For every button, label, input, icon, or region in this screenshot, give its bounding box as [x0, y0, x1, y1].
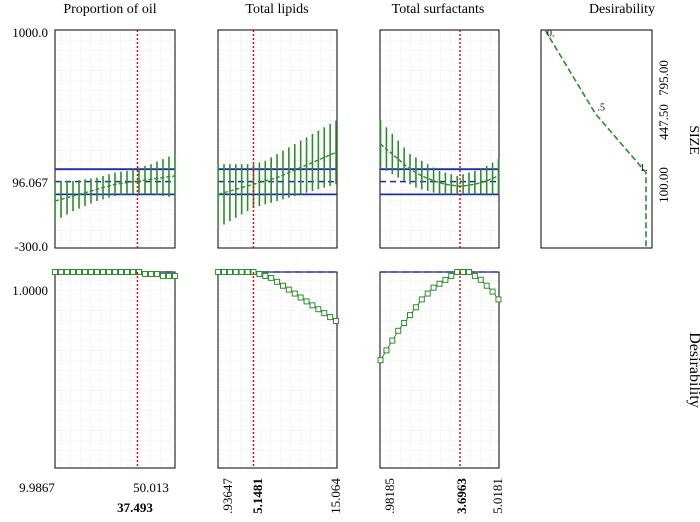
desirability-point-surf-2: [389, 337, 396, 344]
desirability-point-oil-0: [52, 269, 59, 275]
desirability-point-surf-11: [442, 276, 449, 283]
xtick-lipids-max: 15.064: [328, 478, 343, 514]
desirability-point-oil-18: [159, 272, 166, 279]
xtick-lipids-min: .93647: [220, 478, 235, 514]
xtick-oil-min: 9.9867: [19, 480, 55, 495]
desirability-point-lipids-20: [333, 318, 340, 324]
desirability-point-oil-11: [117, 269, 124, 275]
desirability-point-lipids-8: [262, 272, 269, 279]
desirability-point-surf-19: [489, 288, 496, 295]
desirability-point-surf-4: [401, 319, 408, 326]
desirability-point-surf-0: [377, 357, 384, 364]
desirability-point-lipids-18: [321, 310, 328, 317]
size-ytick-current: 96.067: [12, 175, 48, 190]
desirability-point-lipids-7: [256, 270, 263, 277]
desirability-point-surf-14: [460, 269, 467, 275]
desirability-panel-surf: [379, 271, 500, 469]
desirability-function-panel: [540, 29, 653, 249]
desirability-point-surf-3: [395, 327, 402, 334]
desirability-point-lipids-2: [226, 269, 233, 275]
desirability-point-oil-15: [141, 270, 148, 277]
desirability-point-lipids-10: [274, 278, 281, 285]
desirability-ytick-max: 1.0000: [12, 283, 48, 298]
size-ytick-min: -300.0: [14, 239, 48, 254]
desirability-point-surf-15: [465, 269, 472, 275]
column-title-lipids: Total lipids: [245, 2, 308, 17]
desirability-point-lipids-15: [303, 298, 310, 305]
desirability-point-lipids-11: [279, 282, 286, 289]
xtick-surf-min: .98185: [382, 478, 397, 514]
size-ytick-max: 1000.0: [12, 25, 48, 40]
desirability-point-oil-9: [106, 269, 113, 275]
desirability-point-surf-12: [448, 272, 455, 279]
xtick-oil-current: 37.493: [117, 500, 153, 515]
desirability-point-surf-17: [477, 276, 484, 283]
desirability-point-oil-3: [70, 269, 77, 275]
desirability-point-oil-6: [88, 269, 95, 275]
desirability-point-oil-17: [153, 270, 160, 277]
desirability-point-lipids-1: [221, 269, 228, 275]
xtick-surf-current: 3.6963: [454, 478, 469, 514]
desirability-curve-label-2: 1.: [640, 163, 648, 174]
desirability-point-oil-2: [64, 269, 71, 275]
desirability-point-surf-18: [483, 282, 490, 289]
desir-axis-tick-795: 795.00: [656, 60, 671, 96]
desirability-point-surf-8: [424, 290, 431, 297]
desirability-point-surf-6: [412, 304, 419, 311]
size-panel-lipids: [217, 29, 338, 249]
desirability-point-oil-20: [171, 272, 178, 279]
desirability-point-oil-8: [100, 269, 107, 275]
size-curve-surf: [380, 143, 499, 187]
desirability-point-surf-1: [383, 347, 390, 354]
desirability-point-lipids-17: [315, 306, 322, 313]
column-title-oil: Proportion of oil: [63, 2, 156, 17]
desirability-curve-label-0: 0.: [547, 29, 555, 40]
desirability-point-oil-7: [94, 269, 101, 275]
desirability-point-lipids-3: [232, 269, 239, 275]
desir-axis-tick-447: 447.50: [656, 104, 671, 140]
desirability-point-surf-5: [407, 312, 414, 319]
desirability-point-oil-4: [76, 269, 83, 275]
desirability-point-lipids-4: [238, 269, 245, 275]
row-label-size: SIZE: [686, 125, 700, 155]
desirability-point-oil-19: [165, 272, 172, 279]
desirability-point-surf-20: [495, 296, 502, 303]
xtick-surf-max: 5.0181: [490, 478, 505, 514]
column-title-desirability: Desirability: [589, 2, 655, 17]
size-curve-lipids: [217, 151, 337, 195]
desirability-point-surf-13: [454, 269, 461, 275]
desirability-point-oil-1: [58, 269, 65, 275]
desir-axis-tick-100: 100.00: [656, 167, 671, 203]
desirability-point-oil-13: [129, 269, 136, 275]
desirability-point-lipids-19: [327, 314, 334, 321]
desirability-point-lipids-9: [268, 274, 275, 281]
row-label-desirability: Desirability: [686, 332, 700, 408]
size-panel-oil: [54, 29, 176, 249]
xtick-oil-max: 50.013: [133, 480, 169, 495]
desirability-panel-lipids: [217, 271, 338, 469]
desirability-point-surf-9: [430, 284, 437, 291]
xtick-lipids-current: 5.1481: [250, 478, 265, 514]
desirability-point-lipids-13: [291, 290, 298, 297]
desirability-curve-label-1: .5: [598, 103, 606, 114]
desirability-point-lipids-16: [309, 302, 316, 309]
desirability-point-oil-16: [147, 270, 154, 277]
desirability-point-oil-5: [82, 269, 89, 275]
desirability-point-oil-10: [112, 269, 119, 275]
desirability-point-oil-14: [135, 269, 142, 275]
size-curve-oil: [54, 175, 176, 202]
desirability-point-surf-16: [471, 272, 478, 279]
desirability-point-lipids-12: [285, 286, 292, 293]
desirability-function-curve: [544, 29, 647, 248]
desirability-point-surf-10: [436, 280, 443, 287]
desirability-point-surf-7: [418, 296, 425, 303]
desirability-point-oil-12: [123, 269, 130, 275]
desirability-point-lipids-14: [297, 294, 304, 301]
desirability-panel-oil: [54, 271, 176, 469]
desirability-point-lipids-0: [215, 269, 222, 275]
size-panel-surf: [379, 29, 500, 249]
column-title-surfactants: Total surfactants: [392, 2, 485, 17]
desirability-point-lipids-5: [244, 269, 251, 275]
